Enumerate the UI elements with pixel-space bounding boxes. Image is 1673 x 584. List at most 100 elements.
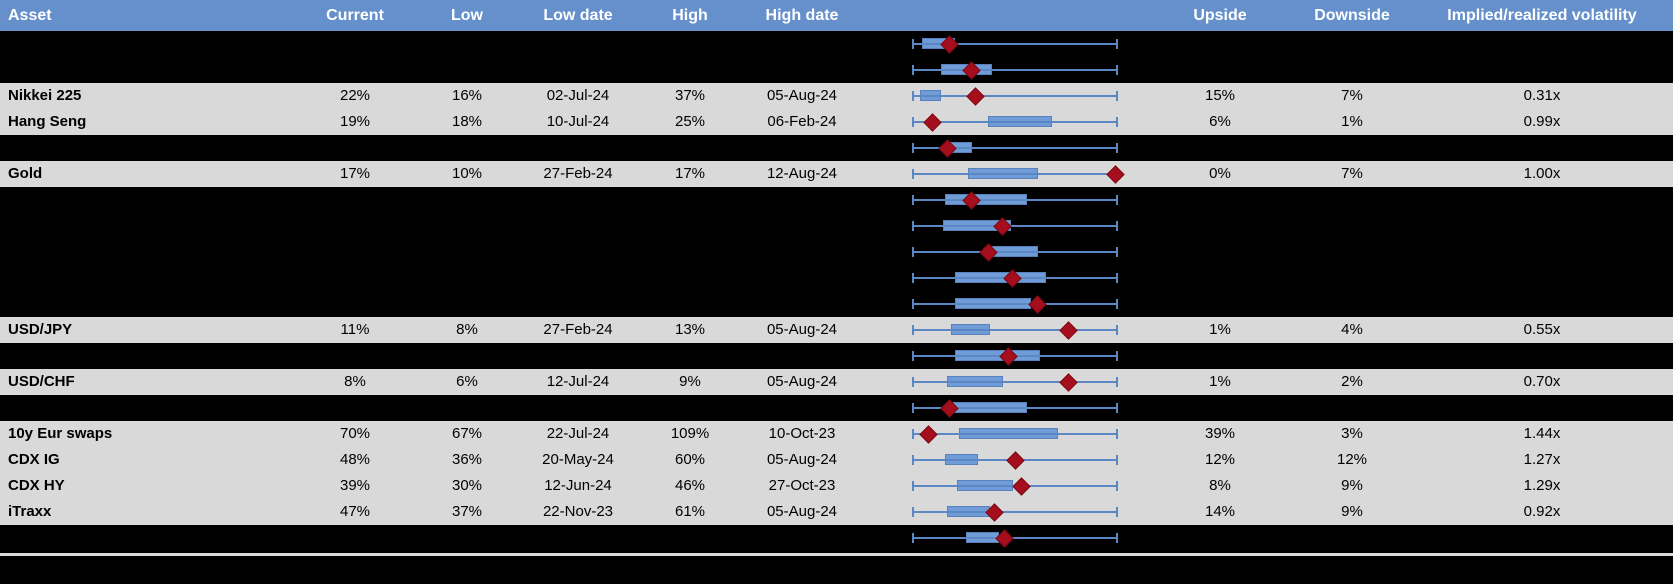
cell-asset: Gold — [8, 165, 43, 182]
cell-upside: 0% — [1209, 165, 1231, 182]
box-whisker-plot — [912, 83, 1118, 109]
cell-ratio: 1.29x — [1523, 477, 1561, 494]
asset-row: USD/CHF 8% 6% 12-Jul-24 9% 05-Aug-24 1% 2% 0.70x — [0, 369, 1673, 395]
whisker-cap-right — [1116, 325, 1118, 335]
whisker-cap-right — [1116, 429, 1118, 439]
header-downside: Downside — [1314, 7, 1390, 24]
current-marker-diamond — [923, 112, 942, 132]
current-marker-diamond — [1059, 372, 1078, 392]
redacted-row — [0, 57, 1673, 83]
whisker-cap-right — [1116, 507, 1118, 517]
cell-current: 22% — [339, 87, 371, 104]
cell-upside: 12% — [1204, 451, 1236, 468]
cell-low: 18% — [451, 113, 483, 130]
cell-downside: 12% — [1336, 451, 1368, 468]
asset-row: CDX HY 39% 30% 12-Jun-24 46% 27-Oct-23 8% 9% 1.2… — [0, 473, 1673, 499]
cell-downside: 7% — [1341, 87, 1363, 104]
cell-lowdate: 10-Jul-24 — [546, 113, 610, 130]
box-whisker-plot — [912, 447, 1118, 473]
redacted-row — [0, 395, 1673, 421]
cell-ratio: 0.55x — [1523, 321, 1561, 338]
box-whisker-plot — [912, 31, 1118, 57]
whisker-line — [912, 69, 1118, 71]
cell-lowdate: 20-May-24 — [542, 451, 614, 468]
whisker-cap-left — [912, 455, 914, 465]
whisker-cap-left — [912, 39, 914, 49]
asset-row: 10y Eur swaps 70% 67% 22-Jul-24 109% 10-Oct-2… — [0, 421, 1673, 447]
redacted-row — [0, 343, 1673, 369]
whisker-line — [912, 511, 1118, 513]
whisker-cap-right — [1116, 481, 1118, 491]
cell-ratio: 0.99x — [1523, 113, 1561, 130]
whisker-cap-right — [1116, 533, 1118, 543]
header-implied-realized: Implied/realized volatility — [1447, 7, 1637, 24]
cell-lowdate: 27-Feb-24 — [543, 321, 613, 338]
whisker-cap-right — [1116, 117, 1118, 127]
redacted-row — [0, 31, 1673, 57]
whisker-cap-right — [1116, 273, 1118, 283]
cell-high: 46% — [674, 477, 706, 494]
whisker-line — [912, 95, 1118, 97]
cell-ratio: 0.31x — [1523, 87, 1561, 104]
cell-lowdate: 12-Jul-24 — [546, 373, 610, 390]
current-marker-diamond — [966, 86, 986, 106]
cell-ratio: 1.00x — [1523, 165, 1561, 182]
cell-current: 11% — [340, 321, 370, 338]
cell-current: 19% — [339, 113, 371, 130]
cell-upside: 6% — [1209, 113, 1231, 130]
cell-downside: 9% — [1341, 477, 1363, 494]
cell-lowdate: 22-Jul-24 — [546, 425, 610, 442]
box-whisker-plot — [912, 291, 1118, 317]
whisker-cap-right — [1116, 65, 1118, 75]
box-whisker-plot — [912, 239, 1118, 265]
whisker-line — [912, 433, 1118, 435]
whisker-cap-left — [912, 247, 914, 257]
whisker-cap-left — [912, 429, 914, 439]
header-high-date: High date — [765, 7, 839, 24]
asset-row: Hang Seng 19% 18% 10-Jul-24 25% 06-Feb-24 6% 1%… — [0, 109, 1673, 135]
cell-current: 8% — [344, 373, 366, 390]
cell-highdate: 05-Aug-24 — [766, 451, 838, 468]
cell-low: 36% — [451, 451, 483, 468]
whisker-line — [912, 173, 1118, 175]
asset-row: CDX IG 48% 36% 20-May-24 60% 05-Aug-24 12% 12% 1… — [0, 447, 1673, 473]
cell-high: 9% — [679, 373, 701, 390]
whisker-cap-left — [912, 377, 914, 387]
whisker-cap-left — [912, 91, 914, 101]
current-marker-diamond — [1005, 450, 1025, 470]
box-whisker-plot — [912, 57, 1118, 83]
asset-row: iTraxx 47% 37% 22-Nov-23 61% 05-Aug-24 14% 9% 0.… — [0, 499, 1673, 525]
whisker-line — [912, 147, 1118, 149]
header-low: Low — [451, 7, 483, 24]
box-whisker-plot — [912, 135, 1118, 161]
whisker-cap-right — [1116, 221, 1118, 231]
box-whisker-plot — [912, 343, 1118, 369]
whisker-cap-right — [1116, 195, 1118, 205]
cell-high: 61% — [674, 503, 706, 520]
cell-downside: 9% — [1341, 503, 1363, 520]
cell-ratio: 1.27x — [1523, 451, 1561, 468]
cell-upside: 15% — [1204, 87, 1236, 104]
whisker-cap-right — [1116, 351, 1118, 361]
cell-upside: 39% — [1204, 425, 1236, 442]
whisker-cap-left — [912, 65, 914, 75]
redacted-row — [0, 213, 1673, 239]
whisker-line — [912, 199, 1118, 201]
cell-high: 60% — [674, 451, 706, 468]
whisker-cap-left — [912, 533, 914, 543]
cell-asset: iTraxx — [8, 503, 52, 520]
asset-row: USD/JPY 11% 8% 27-Feb-24 13% 05-Aug-24 1% 4% 0.5… — [0, 317, 1673, 343]
whisker-cap-left — [912, 481, 914, 491]
whisker-line — [912, 407, 1118, 409]
cell-downside: 3% — [1341, 425, 1363, 442]
whisker-line — [912, 303, 1118, 305]
cell-downside: 2% — [1341, 373, 1363, 390]
redacted-row — [0, 187, 1673, 213]
cell-highdate: 06-Feb-24 — [767, 113, 837, 130]
cell-asset: CDX IG — [8, 451, 60, 468]
table-body: Nikkei 225 22% 16% 02-Jul-24 37% 05-Aug-24 15%… — [0, 31, 1673, 551]
current-marker-diamond — [919, 424, 938, 444]
box-whisker-plot — [912, 265, 1118, 291]
cell-highdate: 05-Aug-24 — [766, 373, 838, 390]
whisker-cap-left — [912, 169, 914, 179]
